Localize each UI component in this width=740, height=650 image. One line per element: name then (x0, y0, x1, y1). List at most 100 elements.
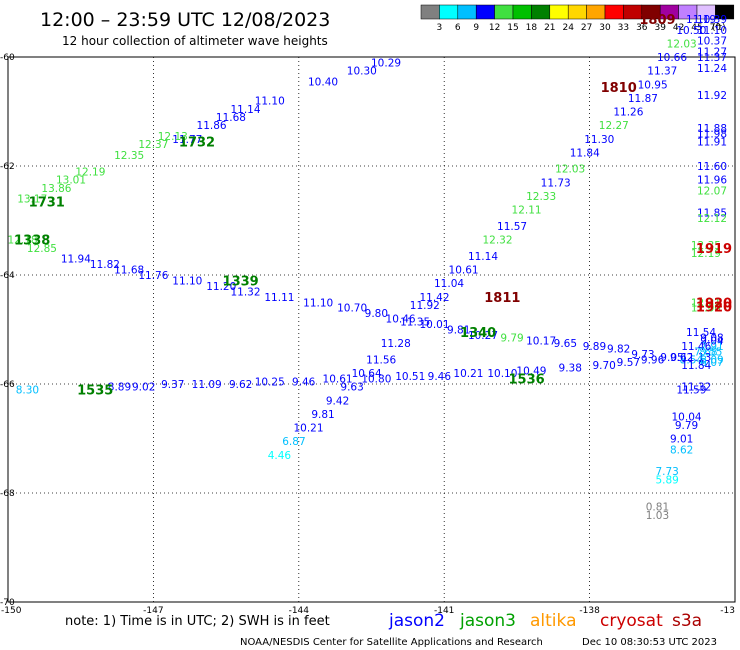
x-tick-label: -141 (434, 606, 454, 616)
pass-time-label: 1731 (29, 195, 65, 210)
swh-value-label: 9.96 (641, 354, 665, 366)
swh-value-label: 10.46 (386, 314, 416, 326)
swh-value-label: 11.92 (697, 90, 727, 102)
y-tick-label: -68 (0, 489, 15, 499)
swh-value-label: 11.26 (613, 107, 643, 119)
swh-value-label: 10.04 (672, 412, 702, 424)
swh-value-label: 11.73 (541, 177, 571, 189)
swh-value-label: 12.07 (697, 186, 727, 198)
swh-value-label: 9.82 (607, 344, 630, 356)
swh-value-label: 11.24 (697, 63, 727, 75)
swh-value-label: 11.19 (686, 14, 716, 26)
color-swatch (531, 4, 551, 20)
swh-value-label: 11.57 (497, 221, 527, 233)
swh-value-label: 7.73 (655, 466, 678, 478)
color-scale-label: 27 (581, 23, 592, 33)
satellite-legend-label: s3a (672, 611, 702, 631)
swh-value-label: 13.17 (17, 194, 47, 206)
color-swatch (457, 4, 477, 20)
swh-value-label: 12.03 (667, 38, 697, 50)
swh-value-label: 10.51 (395, 371, 425, 383)
y-tick-label: -60 (0, 53, 15, 63)
swh-value-label: 12.00 (691, 303, 721, 315)
swh-value-label: 9.01 (670, 434, 693, 446)
color-scale-label: 12 (489, 23, 500, 33)
swh-value-label: 11.10 (172, 275, 202, 287)
grid (8, 57, 735, 602)
swh-value-label: 11.46 (681, 341, 711, 353)
swh-value-label: 9.46 (292, 376, 316, 388)
pass-time-label: 1536 (508, 373, 544, 388)
color-swatch (494, 4, 514, 20)
swh-value-label: 9.79 (675, 420, 698, 432)
color-scale-label: 45 (691, 23, 702, 33)
swh-value-label: 10.30 (347, 66, 377, 78)
swh-value-label: 11.20 (206, 281, 236, 293)
satellite-legend-label: cryosat (600, 611, 663, 631)
swh-value-label: 9.62 (670, 352, 693, 364)
swh-value-label: 9.05 (660, 352, 683, 364)
swh-value-label: 9.42 (326, 395, 349, 407)
swh-value-label: 11.68 (216, 112, 246, 124)
swh-value-label: 10.17 (526, 335, 556, 347)
color-swatch (512, 4, 532, 20)
swh-value-label: 11.84 (570, 147, 600, 159)
swh-value-label: 9.04 (700, 335, 724, 347)
x-tick-label: -138 (579, 606, 600, 616)
swh-value-label: 9.80 (365, 308, 388, 320)
swh-value-label: 13.86 (41, 183, 71, 195)
swh-value-label: 11.14 (468, 251, 498, 263)
footer-credit: NOAA/NESDIS Center for Satellite Applica… (240, 637, 543, 648)
swh-value-label: 10.39 (697, 14, 727, 26)
color-scale-legend: 3 6 9 12 15 18 21 24 27 30 33 36 39 42 45 70 (420, 4, 735, 33)
swh-value-label: 11.30 (584, 134, 614, 146)
swh-value-label: 11.11 (264, 292, 294, 304)
swh-value-label: 10.50 (676, 25, 706, 37)
x-tick-label: -147 (143, 606, 163, 616)
swh-value-label: 12.35 (691, 240, 721, 252)
x-tick-label: -144 (289, 606, 310, 616)
color-swatch (549, 4, 569, 20)
pass-time-label: 1811 (484, 291, 520, 306)
swh-value-label: 10.61 (323, 374, 353, 386)
swh-value-label: 11.13 (681, 352, 711, 364)
color-swatch (715, 4, 735, 20)
swh-value-label: 12.18 (8, 235, 38, 247)
swh-value-label: 11.77 (172, 134, 202, 146)
swh-value-label: 9.79 (500, 333, 523, 345)
pass-time-label: 1919 (696, 242, 732, 257)
swh-value-label: 8.89 (108, 382, 131, 394)
color-scale-label: 70 (710, 23, 722, 33)
y-tick-label: -70 (0, 598, 15, 608)
swh-value-label: 11.98 (697, 128, 727, 140)
swh-value-label: 11.87 (628, 93, 658, 105)
swh-value-label: 9.38 (559, 363, 582, 375)
swh-value-label: 11.76 (138, 270, 168, 282)
color-swatch (475, 4, 495, 20)
plot-frame (7, 56, 736, 603)
swh-value-label: 12.35 (114, 150, 144, 162)
color-scale-label: 30 (599, 23, 611, 33)
swh-value-label: 11.10 (255, 96, 285, 108)
swh-value-label: 10.21 (453, 368, 483, 380)
swh-value-label: 7.91 (700, 341, 723, 353)
color-scale-label: 36 (636, 23, 648, 33)
swh-value-label: 11.85 (697, 207, 727, 219)
color-swatch (439, 4, 459, 20)
x-tick-label: -150 (1, 606, 22, 616)
swh-value-label: 11.94 (61, 254, 91, 266)
color-scale-label: 42 (673, 23, 684, 33)
pass-time-label: 1340 (460, 326, 496, 341)
swh-value-label: 10.10 (487, 368, 517, 380)
swh-value-label: 8.07 (700, 357, 723, 369)
swh-value-label: 10.37 (697, 36, 727, 48)
swh-value-label: 9.73 (631, 349, 654, 361)
color-scale-label: 18 (526, 23, 538, 33)
swh-value-label: 11.10 (303, 297, 333, 309)
chart-title: 12:00 – 23:59 UTC 12/08/2023 (40, 9, 330, 31)
plot-area: -150 -147 -144 -141 -138 -13 -60 -62 -64 -66 -68 -7… (0, 13, 736, 616)
swh-value-label: 11.14 (230, 104, 260, 116)
swh-value-label: 11.09 (192, 379, 222, 391)
swh-value-label: 9.81 (447, 325, 470, 337)
